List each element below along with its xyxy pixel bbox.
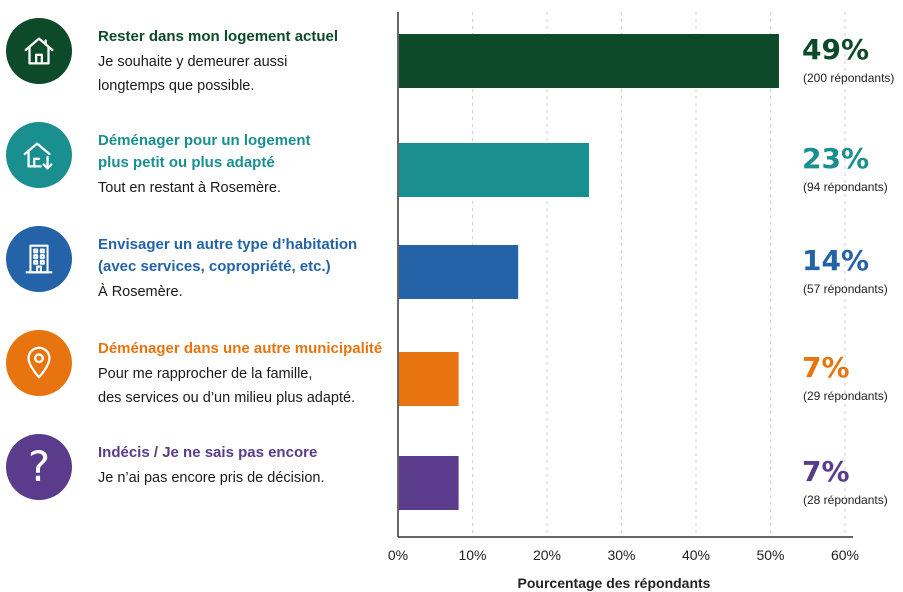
x-tick-label: 50% (756, 547, 784, 563)
bar (399, 352, 459, 406)
category-description: Tout en restant à Rosemère. (98, 180, 281, 196)
category-row: Déménager pour un logement plus petit ou … (0, 122, 395, 212)
category-title: plus petit ou plus adapté (98, 154, 275, 171)
respondent-count-label: (57 répondants) (803, 282, 888, 296)
question-mark-glyph: ? (27, 442, 51, 491)
category-description: longtemps que possible. (98, 78, 255, 94)
x-tick-label: 20% (533, 547, 561, 563)
category-title: (avec services, copropriété, etc.) (98, 258, 331, 275)
x-tick-label: 30% (607, 547, 635, 563)
bar (399, 245, 519, 299)
respondent-count-label: (28 répondants) (803, 493, 888, 507)
x-tick-label: 10% (458, 547, 486, 563)
category-title: Déménager pour un logement (98, 132, 311, 149)
bar (399, 34, 779, 88)
percent-label: 7% (802, 455, 850, 488)
category-title: Indécis / Je ne sais pas encore (98, 444, 318, 461)
percent-label: 49% (802, 33, 869, 66)
x-tick-label: 0% (388, 547, 408, 563)
category-description: Je n’ai pas encore pris de décision. (98, 470, 325, 486)
category-description: des services ou d’un milieu plus adapté. (98, 390, 356, 406)
category-description: À Rosemère. (98, 284, 183, 300)
category-title: Déménager dans une autre municipalité (98, 340, 383, 357)
category-row: Envisager un autre type d’habitation (ave… (0, 226, 395, 316)
category-title: Envisager un autre type d’habitation (98, 236, 358, 253)
category-row: Rester dans mon logement actuel Je souhai… (0, 18, 395, 108)
percent-label: 14% (802, 244, 869, 277)
bar (399, 143, 589, 197)
category-row: Déménager dans une autre municipalité Pou… (0, 330, 395, 420)
bar (399, 456, 459, 510)
question-mark-icon: ? (6, 434, 72, 500)
respondent-count-label: (94 répondants) (803, 180, 888, 194)
house-down-arrow-icon (6, 122, 72, 188)
category-row: ? Indécis / Je ne sais pas encore Je n’ai … (0, 434, 395, 524)
category-description: Je souhaite y demeurer aussi (98, 54, 288, 70)
percent-label: 7% (802, 351, 850, 384)
category-description: Pour me rapprocher de la famille, (98, 366, 313, 382)
building-icon (6, 226, 72, 292)
x-tick-label: 40% (682, 547, 710, 563)
house-icon (6, 18, 72, 84)
category-title: Rester dans mon logement actuel (98, 28, 339, 45)
x-tick-label: 60% (831, 547, 859, 563)
respondent-count-label: (29 répondants) (803, 389, 888, 403)
location-pin-icon (6, 330, 72, 396)
percent-label: 23% (802, 142, 869, 175)
x-axis-title: Pourcentage des répondants (518, 575, 711, 591)
respondent-count-label: (200 répondants) (803, 71, 894, 85)
